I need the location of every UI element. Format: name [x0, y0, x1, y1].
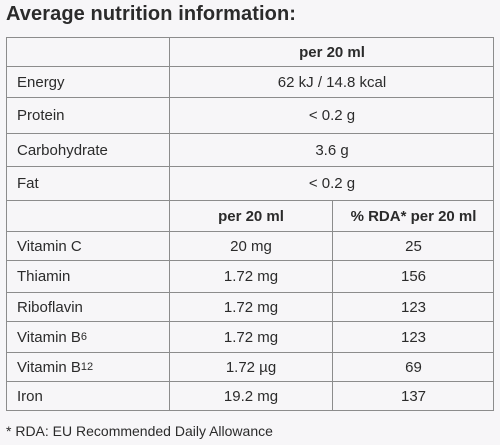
vitamin-rda: 123 [400, 298, 427, 316]
footnote: * RDA: EU Recommended Daily Allowance [6, 423, 273, 439]
vitamin-value: 1.72 mg [223, 298, 279, 316]
nutrient-label: Fat [17, 175, 39, 192]
nutrient-value: < 0.2 g [308, 107, 356, 124]
vitamin-value: 20 mg [230, 237, 272, 255]
vitamin-value: 19.2 mg [223, 388, 279, 405]
vitamin-rda: 25 [405, 237, 422, 255]
vitamin-rda: 123 [400, 328, 427, 346]
row-divider [7, 321, 493, 322]
vitamin-rda: 156 [400, 268, 427, 285]
page-title: Average nutrition information: [6, 3, 297, 25]
row-divider [7, 260, 493, 261]
vitamin-label: Thiamin [17, 268, 71, 285]
vitamin-label: Vitamin B 12 [17, 358, 94, 376]
upper-header: per 20 ml [299, 43, 365, 61]
vitamin-value: 1.72 mg [223, 268, 279, 285]
nutrient-value: < 0.2 g [308, 175, 356, 192]
vitamin-rda: 137 [400, 388, 427, 405]
row-divider [7, 292, 493, 293]
nutrient-label: Energy [17, 73, 65, 91]
row-divider [7, 200, 493, 201]
lower-header-amount: per 20 ml [218, 207, 284, 225]
row-divider [7, 133, 493, 134]
nutrient-label: Carbohydrate [17, 141, 108, 159]
nutrient-value: 3.6 g [315, 141, 349, 159]
vitamin-rda: 69 [405, 358, 422, 376]
column-divider [169, 231, 170, 410]
column-divider [169, 38, 170, 231]
lower-header-rda: % RDA* per 20 ml [350, 207, 477, 225]
row-divider [7, 231, 493, 232]
nutrient-value: 62 kJ / 14.8 kcal [277, 73, 387, 91]
vitamin-value: 1.72 µg [225, 358, 277, 376]
vitamin-value: 1.72 mg [223, 328, 279, 346]
row-divider [7, 381, 493, 382]
column-divider [332, 200, 333, 410]
row-divider [7, 66, 493, 67]
row-divider [7, 352, 493, 353]
row-divider [7, 166, 493, 167]
vitamin-label: Iron [17, 388, 43, 405]
vitamin-label: Riboflavin [17, 298, 83, 316]
nutrition-table: per 20 ml Energy 62 kJ / 14.8 kcal Prote… [6, 37, 494, 411]
row-divider [7, 97, 493, 98]
nutrient-label: Protein [17, 107, 65, 124]
vitamin-label: Vitamin C [17, 237, 82, 255]
